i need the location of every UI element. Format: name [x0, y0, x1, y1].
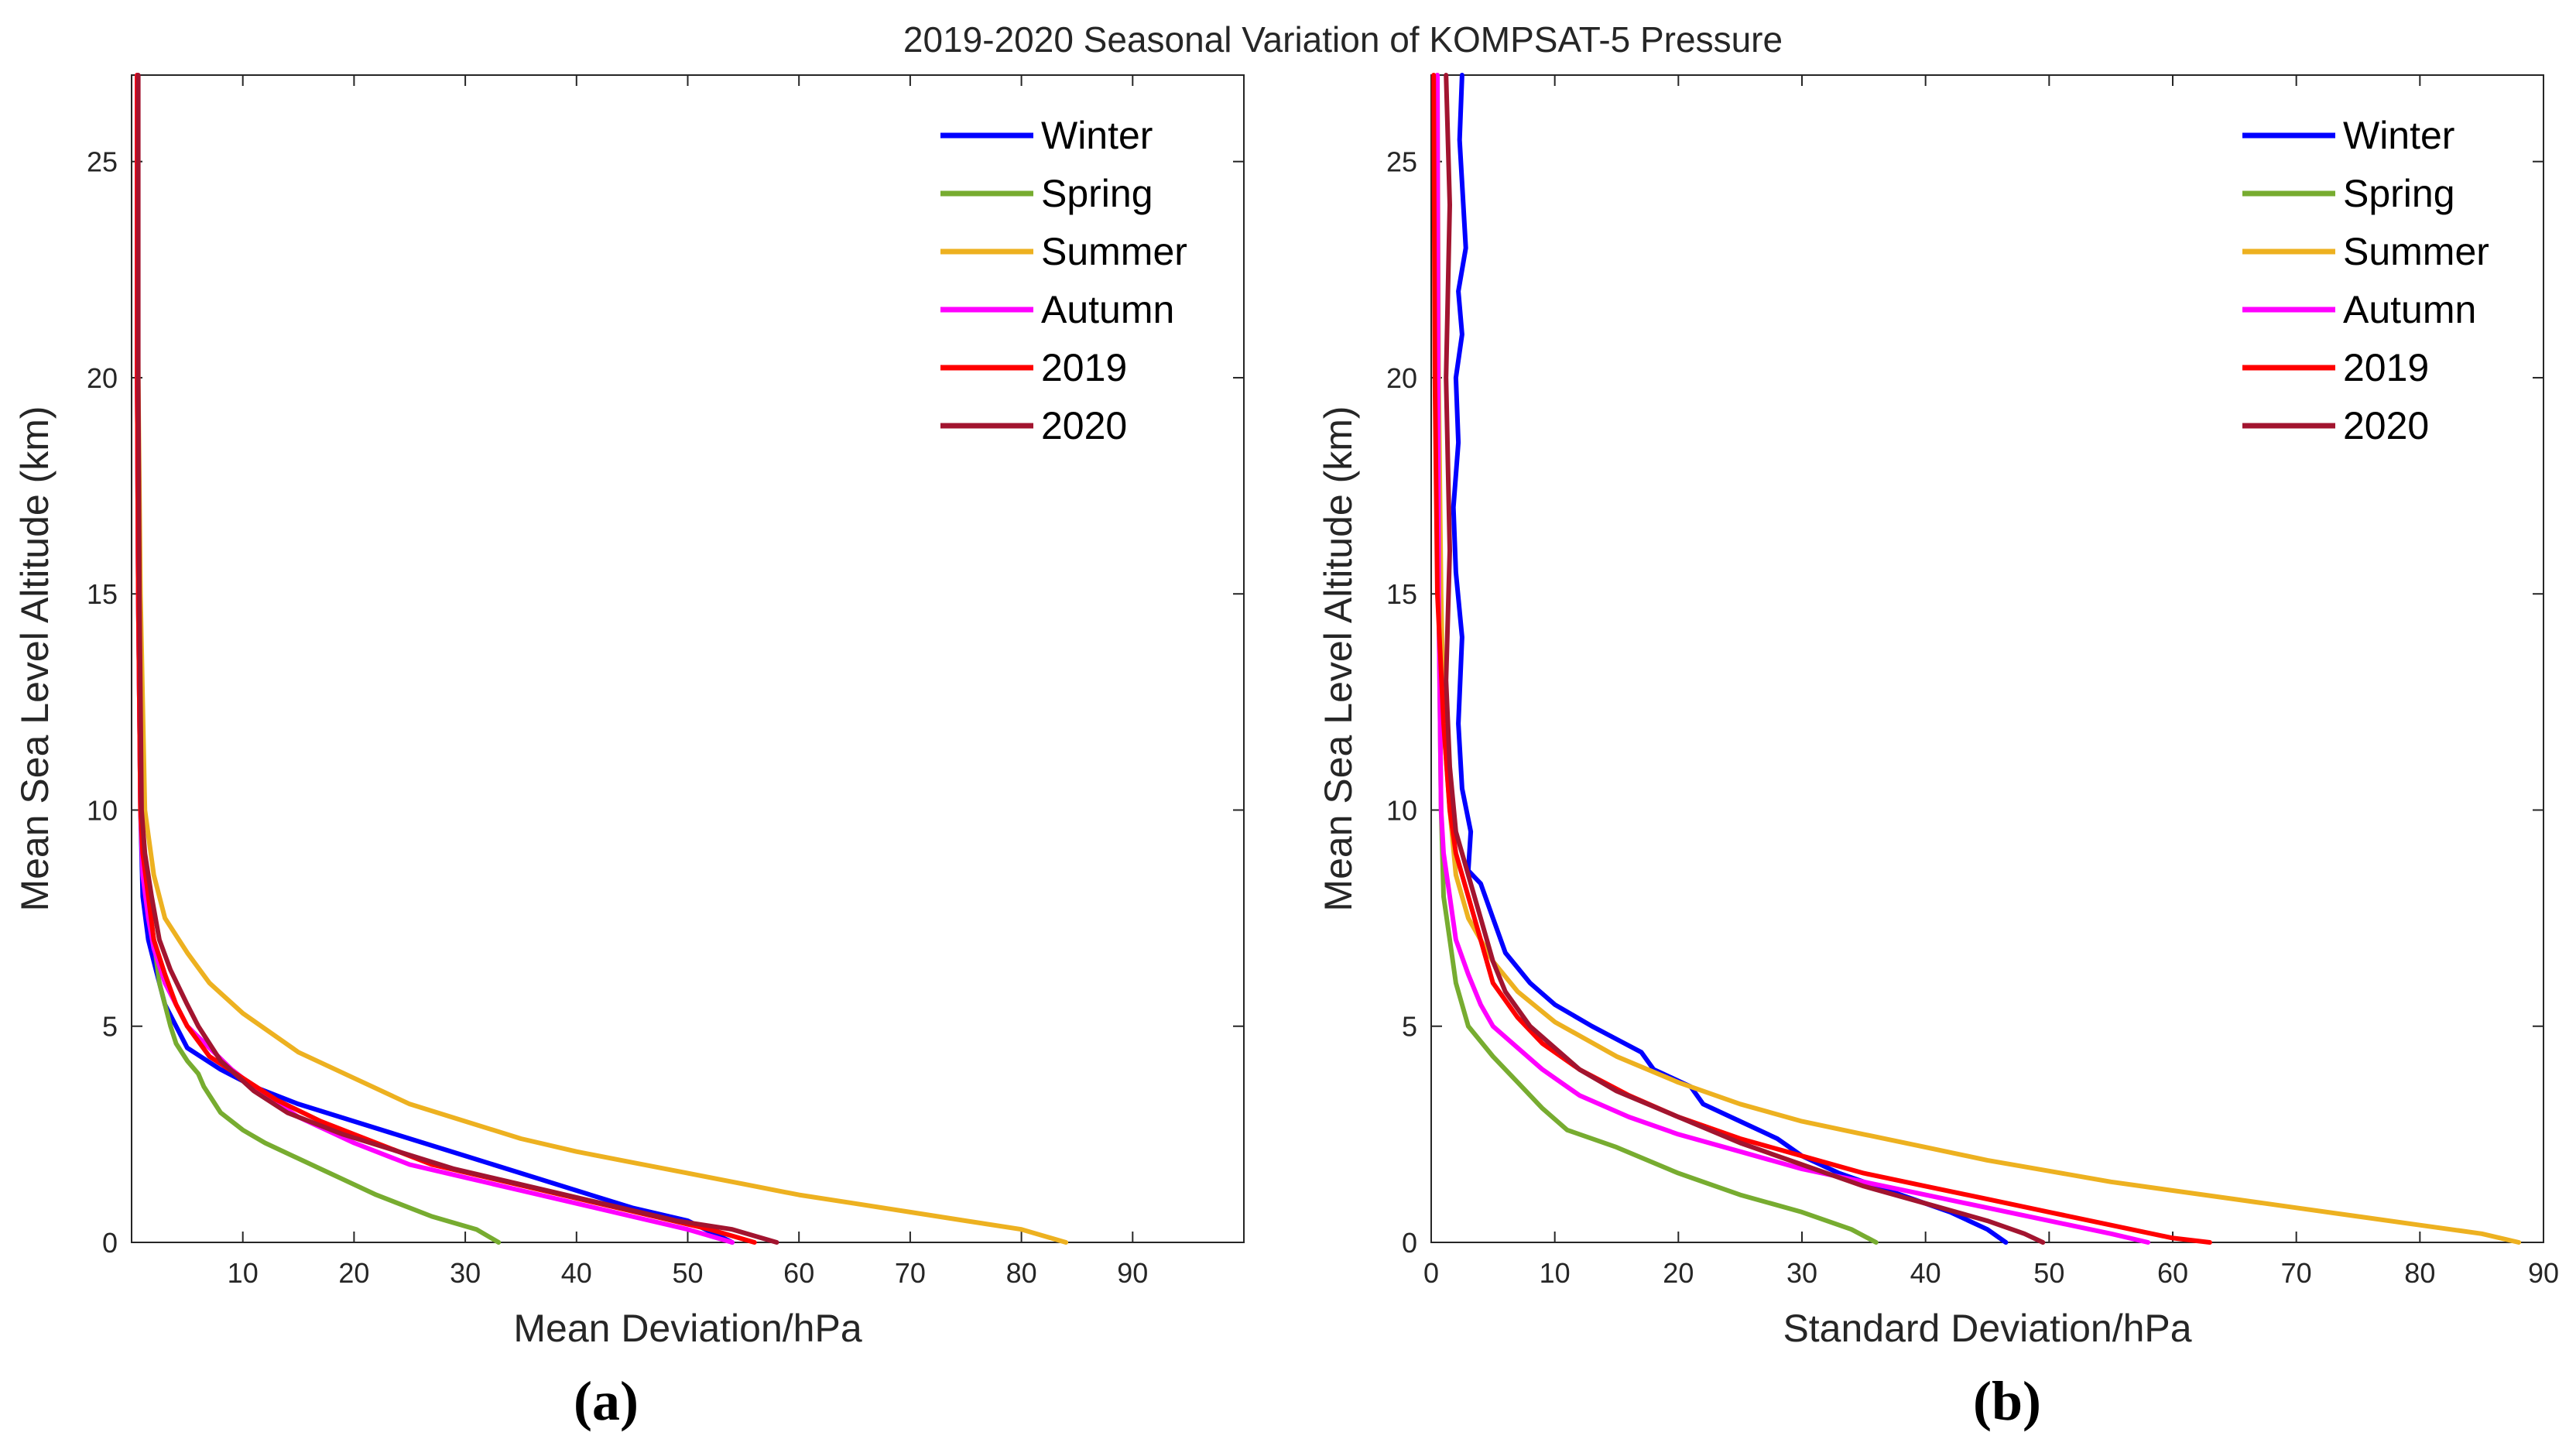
x-tick-label: 0 [1423, 1257, 1439, 1289]
y-tick-label: 5 [1402, 1011, 1417, 1043]
y-tick-label: 20 [1386, 362, 1417, 394]
series-line-winter [1451, 73, 2009, 1245]
legend-label-winter: Winter [1041, 114, 1153, 157]
x-tick-label: 40 [1910, 1257, 1941, 1289]
y-tick-label: 0 [102, 1227, 118, 1259]
series-line-2020 [135, 73, 779, 1245]
y-axis-label: Mean Sea Level Altitude (km) [1317, 406, 1360, 911]
y-axis-label: Mean Sea Level Altitude (km) [13, 406, 57, 911]
x-tick-label: 30 [450, 1257, 481, 1289]
legend-label-winter: Winter [2343, 114, 2454, 157]
y-tick-label: 20 [87, 362, 118, 394]
x-tick-label: 70 [895, 1257, 926, 1289]
y-tick-label: 15 [1386, 578, 1417, 610]
panel-label-b: (b) [1973, 1370, 2041, 1432]
legend-label-autumn: Autumn [2343, 288, 2476, 331]
y-tick-label: 10 [87, 794, 118, 826]
legend-label-spring: Spring [1041, 172, 1153, 215]
figure-title: 2019-2020 Seasonal Variation of KOMPSAT-… [903, 19, 1783, 60]
y-tick-label: 10 [1386, 794, 1417, 826]
series-line-autumn [1435, 73, 2151, 1245]
legend-label-2020: 2020 [2343, 404, 2429, 447]
y-tick-label: 25 [1386, 146, 1417, 178]
legend-label-2019: 2019 [2343, 346, 2429, 389]
legend-label-summer: Summer [1041, 230, 1187, 273]
x-tick-label: 40 [561, 1257, 592, 1289]
series-line-summer [135, 73, 1069, 1245]
x-tick-label: 20 [1663, 1257, 1694, 1289]
y-tick-label: 0 [1402, 1227, 1417, 1259]
legend-label-spring: Spring [2343, 172, 2455, 215]
x-tick-label: 20 [338, 1257, 369, 1289]
chart-panel-b: 0 10 20 30 40 50 60 70 80 90 0 5 10 15 20 25 Standard De… [1317, 73, 2559, 1350]
panel-label-a: (a) [574, 1370, 639, 1432]
x-tick-label: 80 [2404, 1257, 2435, 1289]
x-tick-label: 60 [783, 1257, 814, 1289]
x-tick-label: 80 [1006, 1257, 1037, 1289]
legend-label-2019: 2019 [1041, 346, 1127, 389]
chart-panel-a: 10 20 30 40 50 60 70 80 90 0 5 10 15 20 25 Mean Deviati… [13, 73, 1245, 1350]
x-tick-label: 90 [1117, 1257, 1148, 1289]
y-tick-label: 5 [102, 1011, 118, 1043]
x-axis-label: Standard Deviation/hPa [1783, 1307, 2191, 1350]
y-tick-label: 15 [87, 578, 118, 610]
x-tick-label: 90 [2528, 1257, 2559, 1289]
x-tick-label: 50 [672, 1257, 703, 1289]
plot-area-b [1430, 74, 2544, 1243]
x-tick-label: 60 [2157, 1257, 2188, 1289]
legend-label-summer: Summer [2343, 230, 2489, 273]
legend-label-autumn: Autumn [1041, 288, 1174, 331]
x-axis-label: Mean Deviation/hPa [513, 1307, 862, 1350]
x-tick-label: 10 [1540, 1257, 1571, 1289]
x-tick-label: 70 [2281, 1257, 2312, 1289]
x-tick-label: 30 [1786, 1257, 1817, 1289]
x-tick-label: 10 [228, 1257, 259, 1289]
x-tick-label: 50 [2033, 1257, 2064, 1289]
y-tick-label: 25 [87, 146, 118, 178]
series-line-2020 [1444, 73, 2046, 1245]
plot-area-a [131, 74, 1245, 1243]
legend-label-2020: 2020 [1041, 404, 1127, 447]
